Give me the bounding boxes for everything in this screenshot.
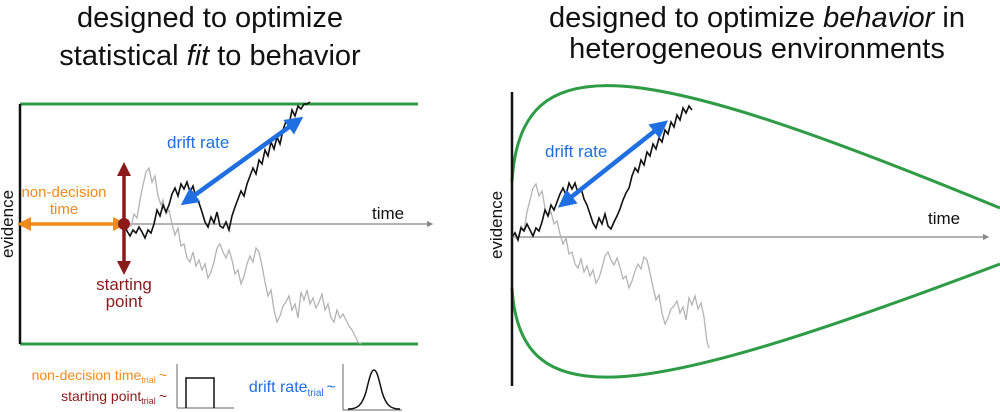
y-axis-label: evidence bbox=[0, 190, 17, 258]
right-x-axis-label: time bbox=[928, 209, 960, 228]
starting-point-trial-label: starting pointtrial ~ bbox=[61, 388, 167, 406]
nondecision-label-line2: time bbox=[50, 201, 78, 218]
right-title-line2: heterogeneous environments bbox=[569, 33, 945, 65]
drift-rate-arrow bbox=[180, 116, 304, 206]
gaussian-distribution-icon bbox=[342, 364, 402, 411]
lower-collapsing-boundary bbox=[510, 262, 1000, 379]
nondecision-label-line1: non-decision bbox=[21, 184, 106, 201]
gray-evidence-path bbox=[123, 166, 362, 345]
upper-collapsing-boundary bbox=[510, 84, 1000, 210]
right-title-line1: designed to optimize behavior in bbox=[549, 2, 965, 34]
right-panel: designed to optimize behavior in heterog… bbox=[487, 2, 1000, 386]
nondecision-trial-label: non-decision timetrial ~ bbox=[32, 367, 167, 385]
starting-point-dot bbox=[118, 218, 130, 230]
trial-distributions-legend: non-decision timetrial ~ starting pointtr… bbox=[32, 364, 402, 411]
left-panel: designed to optimize statistical fit to … bbox=[0, 2, 434, 346]
right-gray-evidence-path bbox=[511, 182, 710, 349]
black-evidence-path bbox=[123, 101, 311, 240]
drift-rate-trial-label: drift ratetrial ~ bbox=[249, 379, 336, 399]
starting-point-label-line2: point bbox=[106, 292, 143, 311]
left-title-line1: designed to optimize bbox=[77, 2, 343, 34]
drift-rate-label: drift rate bbox=[167, 133, 229, 152]
x-axis-label: time bbox=[372, 204, 404, 223]
left-title-line2: statistical fit to behavior bbox=[59, 40, 361, 72]
right-drift-rate-arrow bbox=[557, 120, 669, 208]
uniform-distribution-icon bbox=[176, 364, 234, 409]
starting-point-label-line1: starting bbox=[96, 275, 152, 294]
right-y-axis-label: evidence bbox=[487, 191, 506, 259]
right-drift-rate-label: drift rate bbox=[545, 142, 607, 161]
